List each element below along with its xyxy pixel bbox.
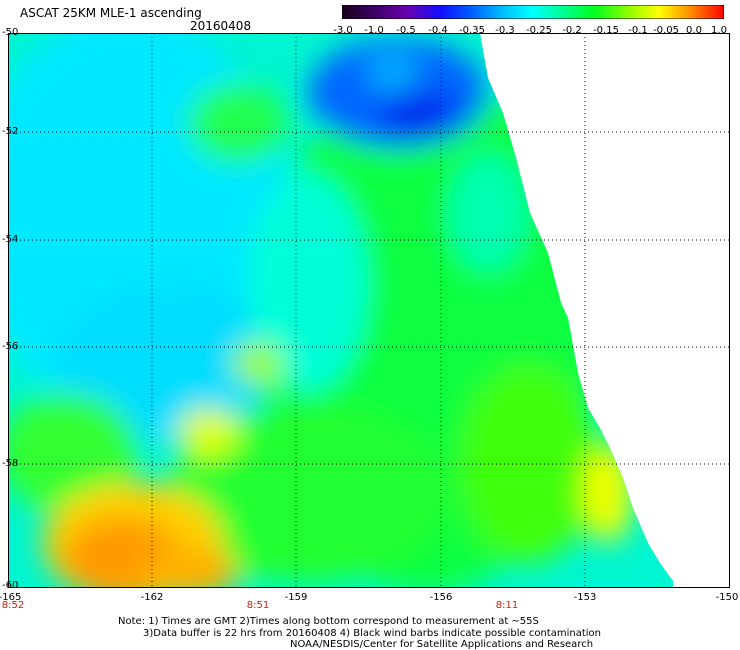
- lat-label: -52: [2, 126, 19, 137]
- colorbar-label: -0.05: [653, 25, 679, 36]
- lat-label: -58: [2, 458, 19, 469]
- lat-label: -50: [2, 27, 19, 38]
- colorbar-label: -0.3: [495, 25, 515, 36]
- colorbar-label: -0.2: [562, 25, 582, 36]
- colorbar-label: -0.5: [396, 25, 416, 36]
- map-title: ASCAT 25KM MLE-1 ascending: [20, 6, 202, 20]
- colorbar-label: -3.0: [333, 25, 353, 36]
- colorbar-label: -0.35: [459, 25, 485, 36]
- colorbar-label: -0.4: [428, 25, 448, 36]
- lat-label: -56: [2, 341, 19, 352]
- colorbar: [342, 5, 724, 19]
- colorbar-label: -0.25: [526, 25, 552, 36]
- time-label: 8:51: [246, 600, 270, 611]
- colorbar-label: 0.0: [686, 25, 702, 36]
- lon-label: -165: [0, 592, 22, 603]
- lon-label: -153: [573, 592, 597, 603]
- lon-label: -156: [429, 592, 453, 603]
- colorbar-label: 1.0: [711, 25, 727, 36]
- colorbar-label: -0.15: [593, 25, 619, 36]
- graticule: [8, 33, 730, 588]
- lat-label: -60: [2, 580, 19, 591]
- time-label: 8:52: [1, 600, 25, 611]
- lon-label: -159: [284, 592, 308, 603]
- map-date: 20160408: [190, 19, 252, 33]
- colorbar-label: -1.0: [364, 25, 384, 36]
- colorbar-label: -0.1: [628, 25, 648, 36]
- lat-label: -54: [2, 234, 19, 245]
- time-label: 8:11: [495, 600, 519, 611]
- map-frame: [8, 33, 730, 588]
- swath-field: [8, 33, 673, 588]
- note-line-3: NOAA/NESDIS/Center for Satellite Applica…: [290, 639, 594, 650]
- ascat-swath-map: [8, 33, 730, 588]
- note-line-2: 3)Data buffer is 22 hrs from 20160408 4)…: [143, 628, 601, 639]
- lon-label: -150: [715, 592, 739, 603]
- note-line-1: Note: 1) Times are GMT 2)Times along bot…: [118, 616, 539, 627]
- lon-label: -162: [140, 592, 164, 603]
